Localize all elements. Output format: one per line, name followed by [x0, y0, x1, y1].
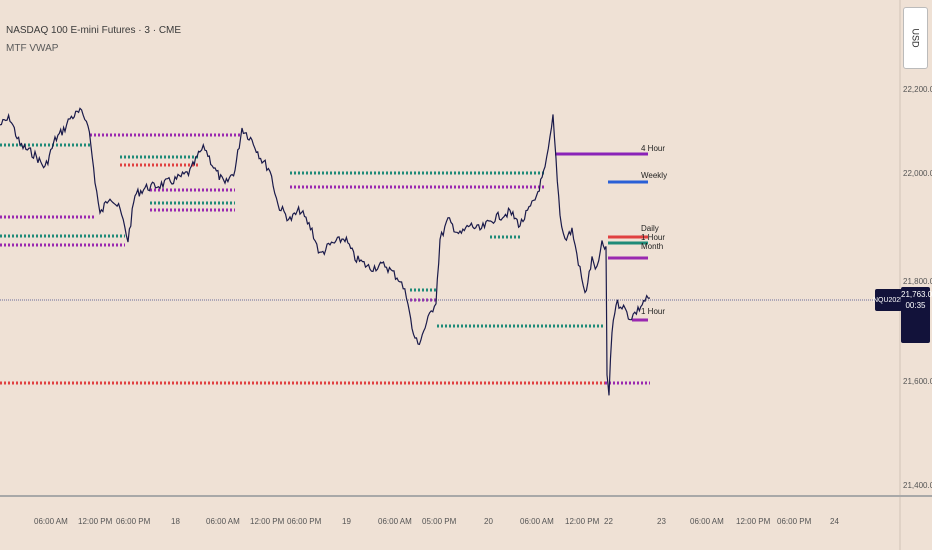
time-axis-tick: 18: [171, 517, 180, 526]
time-axis-tick: 06:00 AM: [34, 517, 68, 526]
time-axis-tick: 12:00 PM: [78, 517, 113, 526]
time-axis-tick: 24: [830, 517, 839, 526]
symbol-tag: NQU2025: [873, 289, 904, 311]
indicator-legend[interactable]: MTF VWAP: [6, 43, 59, 54]
time-axis-tick: 06:00 AM: [520, 517, 554, 526]
price-axis[interactable]: 22,200.00 22,000.00 21,800.00 21,600.00 …: [903, 85, 932, 490]
time-axis-tick: 22: [604, 517, 613, 526]
time-axis-tick: 06:00 PM: [777, 517, 812, 526]
vwap-label-daily: Daily: [641, 224, 659, 233]
time-axis-tick: 20: [484, 517, 493, 526]
time-axis-tick: 05:00 PM: [422, 517, 457, 526]
vwap-label-1hour: 1 Hour: [641, 233, 665, 242]
vwap-label-1hour-2: 1 Hour: [641, 307, 665, 316]
price-axis-tick: 21,800.00: [903, 277, 932, 286]
time-axis-tick: 06:00 PM: [287, 517, 322, 526]
currency-label: USD: [910, 28, 921, 48]
time-axis-tick: 06:00 AM: [690, 517, 724, 526]
chart-legend-title[interactable]: NASDAQ 100 E-mini Futures · 3 · CME: [6, 25, 182, 36]
currency-button[interactable]: USD: [903, 7, 928, 69]
time-axis-tick: 12:00 PM: [565, 517, 600, 526]
price-axis-tick: 21,600.00: [903, 377, 932, 386]
time-axis-tick: 06:00 AM: [378, 517, 412, 526]
vwap-label-month: Month: [641, 242, 663, 251]
time-axis-tick: 06:00 AM: [206, 517, 240, 526]
vwap-label-weekly: Weekly: [641, 171, 667, 180]
time-axis-tick: 06:00 PM: [116, 517, 151, 526]
vwap-label-4hour: 4 Hour: [641, 144, 665, 153]
time-axis-tick: 19: [342, 517, 351, 526]
time-axis-tick: 12:00 PM: [736, 517, 771, 526]
price-axis-tick: 22,000.00: [903, 169, 932, 178]
time-axis-tick: 23: [657, 517, 666, 526]
price-axis-tick: 21,400.00: [903, 481, 932, 490]
price-axis-tick: 22,200.00: [903, 85, 932, 94]
price-series-line: [0, 107, 651, 396]
bar-countdown: 00:35: [905, 301, 926, 310]
last-price-tag: 21,763.00 00:35: [901, 287, 932, 343]
time-axis-tick: 12:00 PM: [250, 517, 285, 526]
time-axis[interactable]: 06:00 AM 12:00 PM 06:00 PM 18 06:00 AM 1…: [34, 517, 839, 526]
last-price-value: 21,763.00: [901, 290, 932, 299]
